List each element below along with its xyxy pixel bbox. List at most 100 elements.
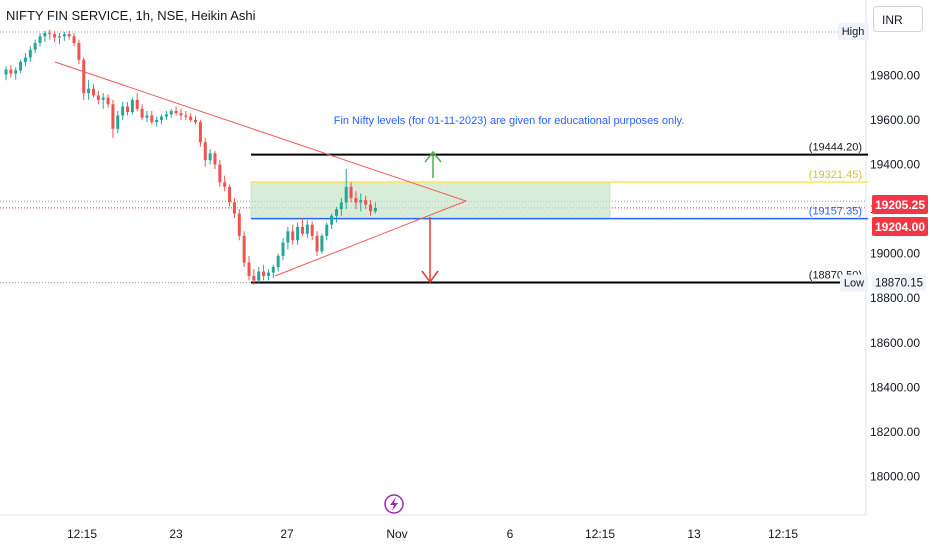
candle-body	[23, 57, 27, 62]
x-tick-label: 13	[687, 527, 701, 541]
candle-body	[325, 224, 329, 236]
candle-body	[135, 99, 139, 109]
candle-body	[179, 113, 183, 116]
last-price-label: 19205.25	[875, 198, 925, 212]
candle-body	[228, 186, 232, 203]
candle-body	[369, 204, 372, 212]
candle-body	[189, 116, 193, 120]
candle-body	[184, 115, 188, 117]
candle-body	[67, 34, 71, 37]
candle-body	[354, 197, 358, 203]
lightning-icon-glyph	[390, 497, 398, 511]
low-price-label: 18870.15	[875, 278, 923, 290]
x-tick-label: 12:15	[585, 527, 615, 541]
candle-body	[344, 186, 348, 203]
currency-selector[interactable]: INR	[873, 6, 923, 32]
candle-body	[57, 36, 61, 38]
level-label: (19157.35)	[809, 206, 862, 218]
candle-body	[330, 215, 334, 225]
candle-body	[247, 262, 251, 276]
candle-body	[291, 231, 295, 241]
candle-body	[53, 34, 57, 38]
low-tag-label: Low	[844, 278, 864, 290]
low-price-tag	[872, 273, 926, 291]
candle-body	[266, 272, 270, 276]
x-tick-label: 6	[507, 527, 514, 541]
candle-body	[43, 32, 47, 37]
candle-body	[300, 226, 304, 234]
candle-body	[281, 242, 285, 256]
x-tick-label: 12:15	[67, 527, 97, 541]
candle-body	[164, 114, 168, 117]
candle-body	[262, 271, 266, 276]
candle-body	[349, 186, 353, 198]
last-price-tag	[872, 195, 928, 214]
y-tick-label: 19000.00	[870, 247, 920, 261]
y-tick-label: 18400.00	[870, 380, 920, 394]
candle-body	[252, 275, 256, 281]
candle-body	[169, 111, 173, 115]
candle-body	[111, 104, 115, 129]
candle-body	[38, 36, 42, 44]
candle-body	[19, 61, 23, 71]
x-tick-label: 23	[169, 527, 183, 541]
y-tick-label: 19400.00	[870, 158, 920, 172]
high-tag	[838, 23, 869, 40]
candle-body	[271, 267, 275, 273]
candle-body	[373, 207, 377, 212]
high-tag-label: High	[842, 26, 865, 38]
candle-body	[203, 142, 207, 161]
candle-body	[130, 99, 134, 113]
candle-body	[33, 43, 37, 50]
down-arrow-head	[421, 270, 439, 284]
y-tick-label: 18600.00	[870, 336, 920, 350]
candle-body	[194, 119, 198, 123]
candle-body	[101, 97, 105, 100]
candle-body	[223, 182, 227, 187]
candle-body	[198, 122, 202, 143]
candle-body	[126, 106, 129, 113]
candle-body	[140, 108, 144, 118]
candle-body	[232, 202, 236, 214]
triangle-trendline	[54, 61, 468, 277]
candle-body	[296, 226, 300, 241]
candle-body	[242, 235, 246, 263]
level-zone	[250, 181, 611, 219]
candle-body	[276, 255, 280, 268]
level-label: (19444.20)	[809, 142, 862, 154]
level-label: (19321.45)	[809, 169, 862, 181]
candle-body	[364, 200, 368, 205]
annotation-text: Fin Nifty levels (for 01-11-2023) are gi…	[334, 115, 685, 127]
x-tick-label: Nov	[386, 527, 407, 541]
candle-body	[91, 88, 95, 96]
candle-body	[87, 88, 91, 94]
candle-body	[257, 271, 261, 281]
candle-body	[9, 69, 13, 74]
y-tick-label: 19800.00	[870, 68, 920, 82]
candle-body	[82, 59, 86, 94]
candle-body	[48, 32, 52, 35]
last-price-label: 19204.00	[875, 220, 925, 234]
y-tick-label: 18800.00	[870, 291, 920, 305]
candle-body	[218, 164, 222, 183]
up-arrow-head	[424, 150, 442, 163]
candle-body	[320, 235, 324, 252]
candle-body	[4, 69, 8, 75]
y-tick-label: 18200.00	[870, 425, 920, 439]
candle-body	[305, 224, 309, 234]
candle-body	[174, 111, 178, 114]
candle-body	[96, 95, 100, 100]
candle-body	[315, 235, 319, 252]
candle-body	[310, 224, 314, 236]
candle-body	[116, 115, 120, 129]
candle-body	[106, 97, 110, 105]
candle-body	[28, 49, 32, 58]
candle-body	[208, 153, 212, 161]
last-price-tag	[872, 217, 928, 236]
candle-body	[237, 213, 241, 236]
candle-body	[155, 119, 159, 123]
y-tick-label: 19600.00	[870, 113, 920, 127]
candle-body	[213, 153, 217, 165]
candle-body	[339, 202, 343, 210]
